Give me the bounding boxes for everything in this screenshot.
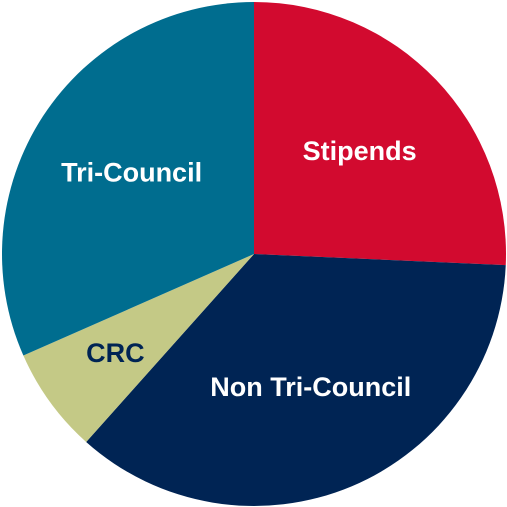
pie-slice bbox=[23, 254, 255, 442]
pie-slice bbox=[86, 254, 506, 506]
slice-label: CRC bbox=[86, 338, 145, 368]
pie-slice bbox=[1, 2, 254, 356]
slice-label: Tri-Council bbox=[61, 157, 202, 187]
slice-label: Non Tri-Council bbox=[210, 372, 411, 402]
pie-slice bbox=[254, 2, 506, 266]
slice-label: Stipends bbox=[303, 136, 417, 166]
